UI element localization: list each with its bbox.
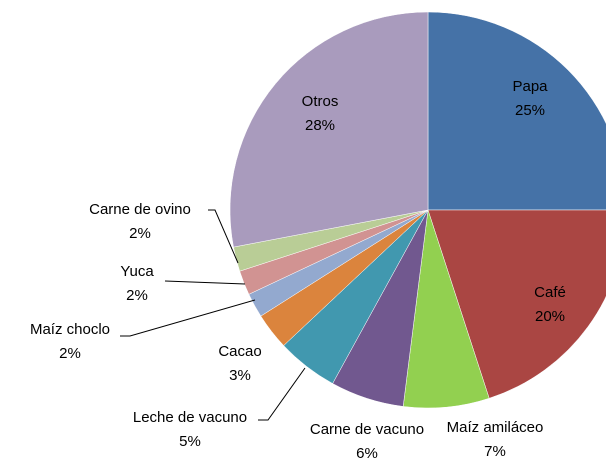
slice-value-label: 5% [179,433,201,450]
pie-slice [229,11,429,248]
leader-line [208,209,239,264]
slice-label: Yuca [120,263,154,280]
slice-value-label: 2% [129,225,151,242]
slice-value-label: 7% [484,443,506,459]
slice-label: Leche de vacuno [133,409,247,426]
slice-label: Papa [512,78,548,95]
pie-slice [427,11,606,211]
slice-value-label: 20% [535,308,565,325]
slice-label: Maíz amiláceo [447,419,544,436]
slice-value-label: 28% [305,117,335,134]
slice-label: Carne de ovino [89,201,191,218]
slice-label: Cacao [218,343,261,360]
leader-line [164,280,246,285]
slice-label: Maíz choclo [30,321,110,338]
slice-value-label: 3% [229,367,251,384]
slice-value-label: 25% [515,102,545,119]
pie-slice [427,209,606,399]
slice-value-label: 2% [59,345,81,362]
leader-line [120,299,256,337]
slice-label: Otros [302,93,339,110]
leader-line [258,367,306,421]
slice-label: Café [534,284,566,301]
slice-value-label: 2% [126,287,148,304]
slice-value-label: 6% [356,445,378,459]
slice-label: Carne de vacuno [310,421,424,438]
